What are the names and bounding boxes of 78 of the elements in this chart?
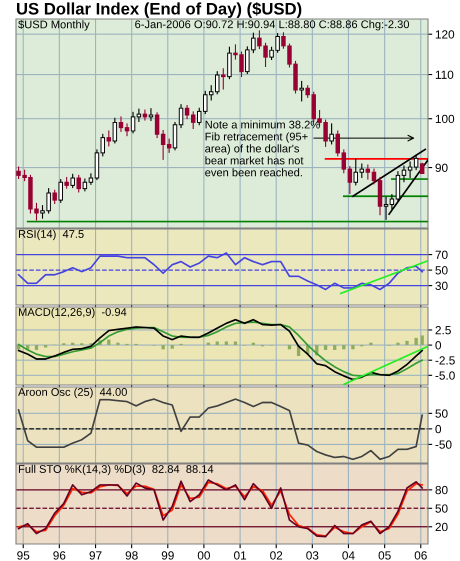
- bar: [224, 341, 228, 346]
- bar: [342, 345, 346, 350]
- bar: [107, 340, 110, 346]
- bar: [71, 342, 74, 346]
- y-tick-label: 90: [436, 164, 448, 172]
- chart-subtitle: $USD Monthly: [18, 20, 90, 31]
- chart-title: US Dollar Index (End of Day) ($USD): [17, 2, 302, 18]
- bar: [333, 345, 336, 350]
- bar: [369, 342, 373, 346]
- candlestick: [64, 176, 69, 190]
- y-tick-label: -2.5: [435, 356, 455, 365]
- x-tick-label: 97: [90, 551, 102, 560]
- y-tick-label: 100: [436, 114, 454, 124]
- candlestick: [58, 178, 63, 204]
- bar: [116, 342, 120, 346]
- bar: [44, 345, 48, 348]
- y-tick-label: 0: [435, 424, 442, 434]
- y-tick-label: 110: [436, 70, 454, 79]
- bar: [206, 342, 210, 346]
- y-tick-label: 50: [435, 266, 448, 274]
- x-tick-label: 01: [234, 551, 246, 560]
- annotation: Note a minimum 38.2% Fib retracement (95+ area) of the dollar's bear market has not even been reached.: [205, 120, 320, 176]
- line-series: [18, 398, 423, 460]
- chart-title: Aroon Osc (25) 44.00: [18, 388, 127, 398]
- candlestick: [233, 44, 238, 60]
- y-tick-label: 50: [435, 409, 448, 418]
- y-tick-label: 30: [435, 282, 448, 290]
- bar: [414, 338, 418, 346]
- y-tick-label: 20: [436, 522, 448, 532]
- y-tick-label: 80: [435, 486, 448, 494]
- x-tick-label: 05: [378, 551, 391, 560]
- candlestick: [70, 173, 75, 189]
- candlestick: [227, 46, 232, 80]
- bar: [288, 345, 292, 350]
- bar: [324, 345, 328, 350]
- candlestick: [118, 116, 124, 132]
- x-tick-label: 00: [198, 551, 210, 560]
- bar: [252, 342, 256, 346]
- candlestick: [221, 68, 226, 90]
- chart-title: MACD(12,26,9) -0.94: [18, 308, 126, 318]
- candlestick: [106, 130, 112, 147]
- bar: [420, 335, 424, 346]
- x-tick-label: 02: [270, 551, 282, 560]
- bar: [396, 342, 400, 346]
- candlestick: [112, 117, 118, 144]
- candlestick: [299, 80, 304, 102]
- y-tick-label: -50: [435, 440, 452, 449]
- y-tick-label: 2.5: [436, 326, 451, 334]
- y-tick-label: 120: [436, 30, 454, 39]
- candlestick: [263, 42, 268, 68]
- y-tick-label: 50: [435, 504, 448, 513]
- chart-title: Full STO %K(14,3) %D(3) 82.84 88.14: [18, 464, 214, 476]
- bar: [34, 345, 38, 350]
- x-tick-label: 95: [17, 551, 30, 560]
- candlestick: [124, 122, 130, 137]
- x-tick-label: 04: [342, 551, 355, 560]
- y-tick-label: -5.0: [435, 371, 455, 380]
- candlestick: [148, 108, 154, 122]
- candlestick: [142, 108, 148, 122]
- x-tick-label: 99: [162, 551, 174, 560]
- candlestick: [76, 174, 81, 193]
- candlestick: [52, 189, 57, 205]
- candlestick: [172, 121, 178, 151]
- candlestick: [257, 30, 262, 50]
- bar: [351, 345, 355, 350]
- y-tick-label: 0: [435, 341, 442, 350]
- x-tick-label: 03: [306, 551, 318, 560]
- candlestick: [178, 104, 184, 129]
- bar: [170, 345, 174, 349]
- y-tick-label: 70: [436, 250, 448, 259]
- x-tick-label: 96: [53, 551, 66, 560]
- bar: [216, 341, 219, 346]
- bar: [161, 345, 165, 350]
- candlestick: [420, 162, 424, 174]
- x-tick-label: 06: [414, 551, 427, 560]
- chart-title: RSI(14) 47.5: [18, 230, 84, 240]
- annotation: 6-Jan-2006 O:90.72 H:90.94 L:88.80 C:88.86 Chg:-2.30: [135, 20, 410, 30]
- x-tick-label: 98: [126, 551, 138, 560]
